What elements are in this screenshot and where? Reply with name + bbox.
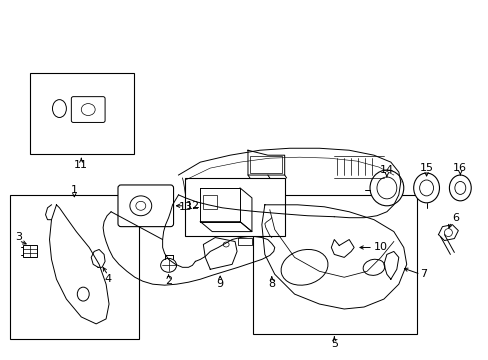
Ellipse shape — [454, 181, 465, 194]
Text: 7: 7 — [419, 269, 427, 279]
Bar — [30, 73, 134, 154]
Text: 10: 10 — [373, 243, 387, 252]
Bar — [252, 195, 416, 334]
Ellipse shape — [136, 201, 145, 210]
Bar — [10, 195, 139, 339]
Ellipse shape — [444, 229, 451, 237]
Text: 14: 14 — [379, 165, 393, 175]
Text: 16: 16 — [452, 163, 467, 173]
Ellipse shape — [376, 177, 396, 199]
Ellipse shape — [413, 173, 439, 203]
Ellipse shape — [77, 287, 89, 301]
Bar — [22, 246, 37, 257]
Ellipse shape — [369, 170, 403, 206]
Ellipse shape — [161, 258, 176, 272]
Ellipse shape — [52, 100, 66, 117]
Bar — [203, 195, 217, 209]
Ellipse shape — [223, 242, 229, 247]
Ellipse shape — [81, 104, 95, 116]
Ellipse shape — [130, 196, 151, 216]
Text: 13: 13 — [178, 202, 192, 212]
Text: 12: 12 — [185, 201, 199, 211]
Bar — [249, 156, 281, 173]
Text: 2: 2 — [164, 276, 172, 286]
Bar — [185, 178, 284, 235]
Text: 3: 3 — [15, 231, 22, 242]
Ellipse shape — [363, 259, 384, 275]
Text: 15: 15 — [419, 163, 433, 173]
Text: 11: 11 — [74, 160, 88, 170]
FancyBboxPatch shape — [118, 185, 173, 227]
Text: 6: 6 — [451, 213, 458, 223]
Text: 9: 9 — [216, 279, 224, 289]
Text: 8: 8 — [268, 279, 275, 289]
FancyBboxPatch shape — [71, 96, 105, 122]
Ellipse shape — [281, 249, 327, 285]
Text: 5: 5 — [330, 339, 337, 349]
Text: 4: 4 — [104, 274, 111, 284]
Ellipse shape — [419, 180, 433, 196]
Text: 1: 1 — [71, 185, 78, 195]
Ellipse shape — [448, 175, 470, 201]
